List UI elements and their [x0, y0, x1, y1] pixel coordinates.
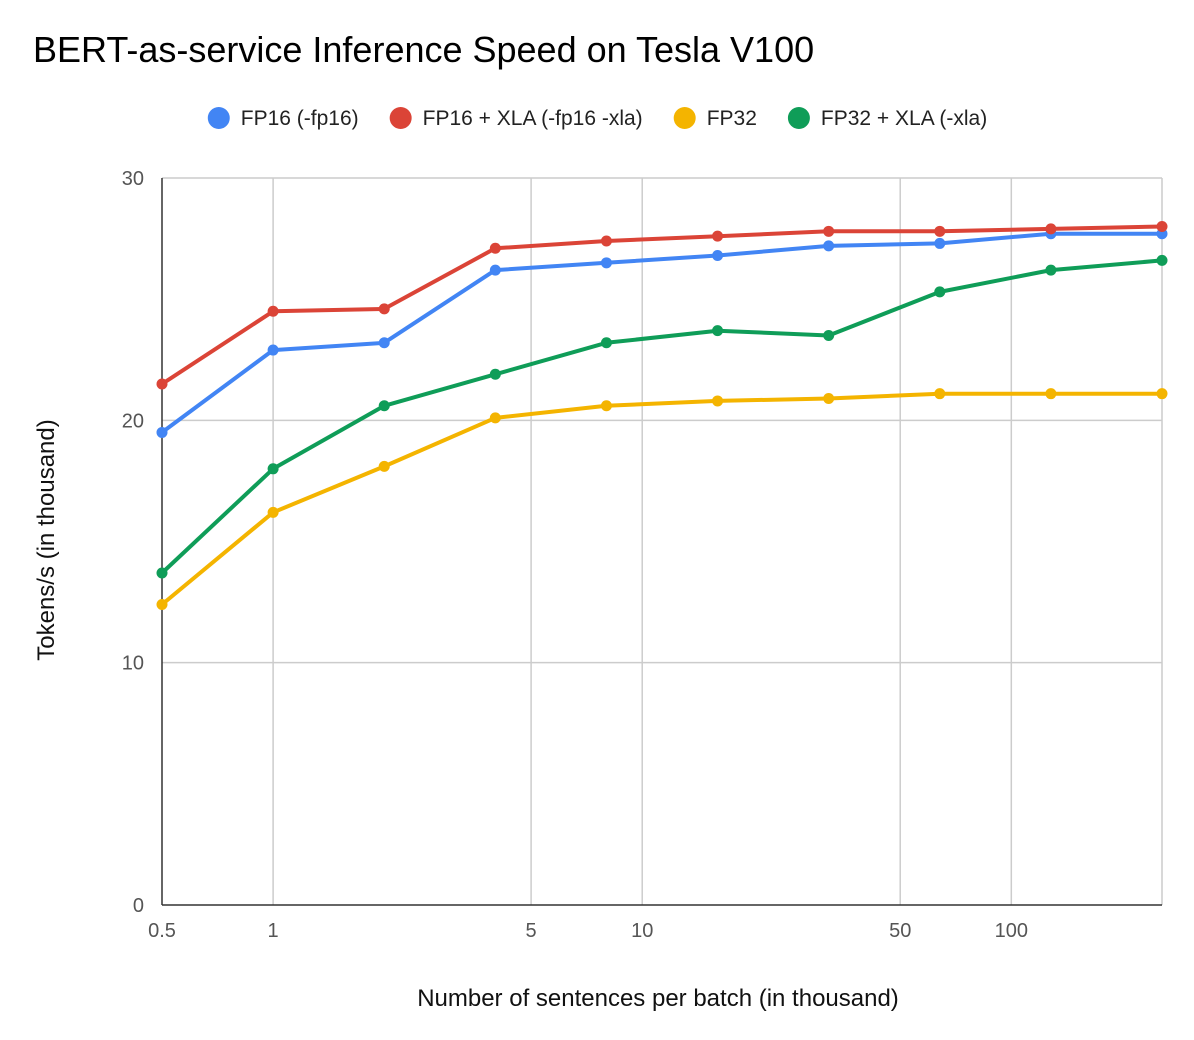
series-line	[160, 224, 1164, 386]
series-line	[160, 258, 1164, 575]
data-point	[156, 599, 168, 611]
data-point	[600, 337, 612, 349]
data-point	[156, 378, 168, 390]
legend-label: FP32	[707, 107, 757, 130]
data-point	[712, 230, 724, 242]
series-line	[160, 231, 1164, 435]
data-point	[489, 368, 501, 380]
legend-marker	[673, 107, 696, 129]
data-point	[267, 344, 279, 356]
x-tick-label: 50	[889, 920, 911, 942]
data-point	[600, 257, 612, 269]
data-point	[712, 325, 724, 337]
data-point	[156, 426, 168, 438]
legend-label: FP16 + XLA (-fp16 -xla)	[423, 107, 643, 130]
x-axis-title: Number of sentences per batch (in thousa…	[417, 985, 899, 1012]
data-point	[934, 286, 946, 298]
x-tick-label: 0.5	[148, 920, 176, 942]
data-point	[489, 412, 501, 424]
data-point	[1156, 254, 1168, 266]
x-tick-label: 5	[526, 920, 537, 942]
data-point	[934, 225, 946, 237]
x-tick-label: 100	[995, 920, 1028, 942]
data-point	[1156, 388, 1168, 400]
x-tick-label: 1	[268, 920, 279, 942]
data-point	[823, 330, 835, 342]
data-point	[378, 400, 390, 412]
data-point	[1045, 223, 1057, 235]
y-tick-label: 20	[122, 410, 144, 432]
data-point	[267, 506, 279, 518]
data-point	[712, 250, 724, 262]
data-point	[1156, 220, 1168, 232]
data-point	[934, 388, 946, 400]
series-fp32-xla-xla	[156, 254, 1168, 579]
legend: FP16 (-fp16) FP16 + XLA (-fp16 -xla) FP32 F…	[207, 107, 987, 130]
data-point	[267, 463, 279, 475]
data-point	[823, 393, 835, 405]
data-point	[489, 242, 501, 254]
data-point	[156, 567, 168, 579]
data-point	[378, 303, 390, 315]
x-tick-label: 10	[631, 920, 653, 942]
data-point	[1045, 264, 1057, 276]
data-point	[489, 264, 501, 276]
series-fp32	[156, 388, 1168, 611]
data-point	[600, 400, 612, 412]
tick-labels: 0 10 20 30 0.5 1 5 10 50 100	[122, 168, 1028, 942]
y-axis-title: Tokens/s (in thousand)	[33, 419, 60, 660]
y-tick-label: 10	[122, 653, 144, 675]
series-fp16-fp16	[156, 228, 1168, 438]
series-line	[160, 391, 1164, 607]
data-point	[378, 460, 390, 472]
y-tick-label: 30	[122, 168, 144, 190]
series-fp16-xla-fp16-xla	[156, 220, 1168, 390]
chart-title: BERT-as-service Inference Speed on Tesla…	[33, 29, 814, 70]
legend-marker	[389, 107, 412, 129]
grid-lines	[162, 177, 1163, 905]
legend-marker	[207, 107, 230, 129]
data-point	[712, 395, 724, 407]
data-point	[823, 225, 835, 237]
y-tick-label: 0	[133, 895, 144, 917]
data-point	[934, 237, 946, 249]
legend-label: FP16 (-fp16)	[241, 107, 359, 130]
data-point	[823, 240, 835, 252]
axes	[161, 178, 1162, 906]
data-point	[267, 305, 279, 317]
legend-label: FP32 + XLA (-xla)	[821, 107, 987, 130]
data-point	[1045, 388, 1057, 400]
legend-marker	[787, 107, 810, 129]
data-point	[378, 337, 390, 349]
data-point	[600, 235, 612, 247]
series-lines	[156, 220, 1168, 611]
